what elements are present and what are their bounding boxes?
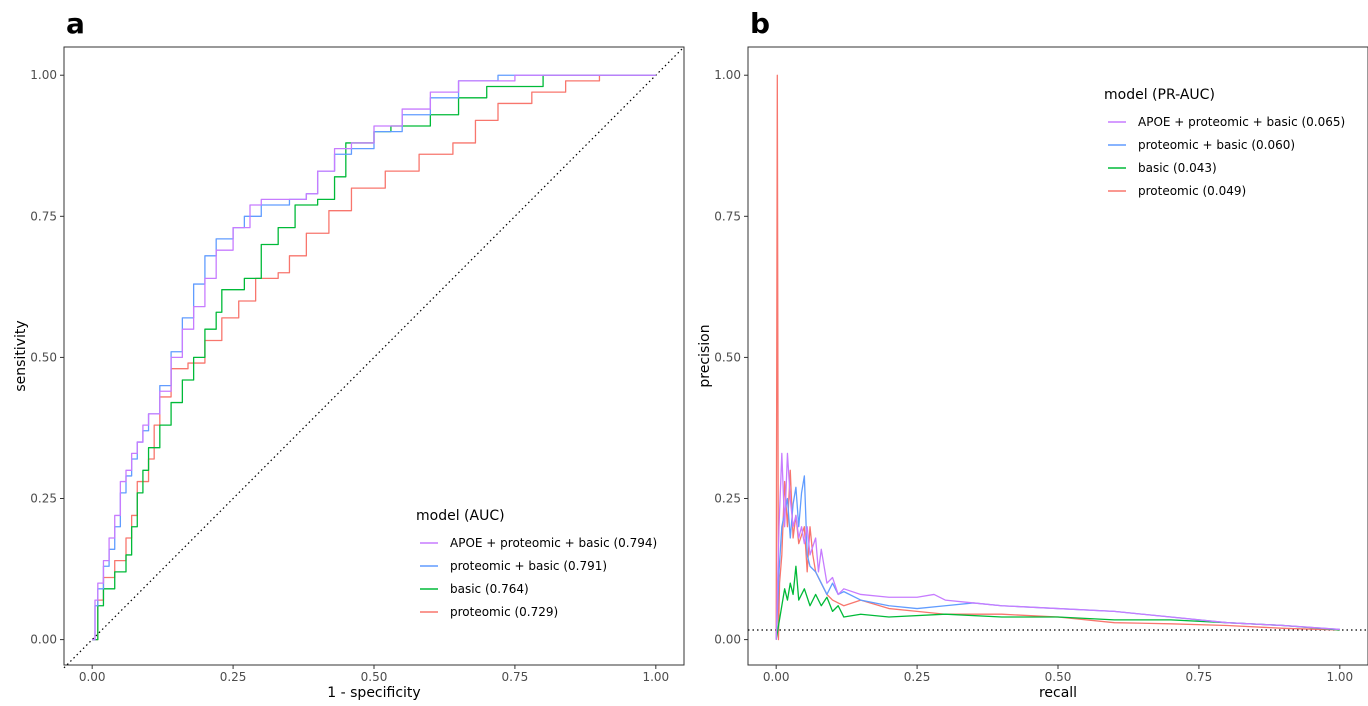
panel-b-y-ticks: 0.00 0.25 0.50 0.75 1.00 bbox=[714, 68, 748, 647]
panel-a-roc-chart: a 0.00 0.25 0.50 0.75 1.00 0.00 0.25 0.50 0.75 1… bbox=[13, 7, 685, 701]
panel-b-x-tick-label: 0.25 bbox=[904, 670, 931, 684]
panel-a-y-tick-label: 0.25 bbox=[30, 492, 57, 506]
panel-b-x-axis-title: recall bbox=[1039, 685, 1077, 701]
panel-a-x-ticks: 0.00 0.25 0.50 0.75 1.00 bbox=[79, 665, 669, 684]
panel-a-legend-label-3: proteomic (0.729) bbox=[450, 605, 558, 619]
panel-a-x-tick-label: 1.00 bbox=[642, 670, 669, 684]
panel-a-y-tick-label: 0.00 bbox=[30, 633, 57, 647]
panel-b-pr-chart: b 0.00 0.25 0.50 0.75 1.00 0.00 0.25 0.50 0.75 1… bbox=[697, 7, 1368, 701]
panel-b-legend-label-3: proteomic (0.049) bbox=[1138, 184, 1246, 198]
panel-b-y-tick-label: 0.25 bbox=[714, 492, 741, 506]
panel-a-series-line-2 bbox=[92, 74, 656, 641]
panel-a-x-tick-label: 0.25 bbox=[220, 670, 247, 684]
panel-a-x-tick-label: 0.00 bbox=[79, 670, 106, 684]
panel-a-legend: model (AUC) APOE + proteomic + basic (0.… bbox=[416, 508, 657, 619]
panel-a-legend-label-0: APOE + proteomic + basic (0.794) bbox=[450, 536, 657, 550]
panel-a-legend-title: model (AUC) bbox=[416, 508, 505, 524]
panel-b-legend-title: model (PR-AUC) bbox=[1104, 87, 1215, 103]
panel-b-legend-label-2: basic (0.043) bbox=[1138, 161, 1217, 175]
panel-b-x-tick-label: 0.50 bbox=[1045, 670, 1072, 684]
panel-a-series-line-0 bbox=[92, 74, 656, 641]
panel-b-y-tick-label: 0.00 bbox=[714, 633, 741, 647]
panel-a-x-tick-label: 0.75 bbox=[502, 670, 529, 684]
panel-a-y-ticks: 0.00 0.25 0.50 0.75 1.00 bbox=[30, 68, 64, 647]
panel-a-plot-frame bbox=[63, 46, 685, 666]
panel-a-y-tick-label: 0.75 bbox=[30, 209, 57, 223]
panel-b-y-tick-label: 0.50 bbox=[714, 350, 741, 364]
panel-b-plot-frame bbox=[747, 46, 1368, 666]
panel-a-letter: a bbox=[66, 7, 85, 40]
panel-a-legend-label-2: basic (0.764) bbox=[450, 582, 529, 596]
panel-b-y-tick-label: 1.00 bbox=[714, 68, 741, 82]
panel-a-y-tick-label: 1.00 bbox=[30, 68, 57, 82]
panel-a-y-axis-title: sensitivity bbox=[13, 320, 29, 391]
panel-b-x-tick-label: 0.00 bbox=[763, 670, 790, 684]
panel-b-letter: b bbox=[750, 7, 770, 40]
panel-b-x-tick-label: 0.75 bbox=[1186, 670, 1213, 684]
panel-b-legend-label-0: APOE + proteomic + basic (0.065) bbox=[1138, 115, 1345, 129]
panel-b-x-ticks: 0.00 0.25 0.50 0.75 1.00 bbox=[763, 665, 1353, 684]
panel-a-x-tick-label: 0.50 bbox=[361, 670, 388, 684]
panel-a-legend-label-1: proteomic + basic (0.791) bbox=[450, 559, 607, 573]
panel-b-y-axis-title: precision bbox=[697, 324, 713, 387]
panel-a-series-group bbox=[92, 74, 656, 641]
panel-b-series-line-0 bbox=[775, 452, 1340, 640]
panel-b-series-group bbox=[775, 74, 1340, 641]
panel-b-x-tick-label: 1.00 bbox=[1326, 670, 1353, 684]
panel-a-x-axis-title: 1 - specificity bbox=[327, 685, 420, 701]
panel-b-series-line-2 bbox=[775, 565, 1340, 640]
panel-b-y-tick-label: 0.75 bbox=[714, 209, 741, 223]
panel-b-legend: model (PR-AUC) APOE + proteomic + basic … bbox=[1104, 87, 1345, 198]
panel-b-legend-label-1: proteomic + basic (0.060) bbox=[1138, 138, 1295, 152]
panel-a-y-tick-label: 0.50 bbox=[30, 350, 57, 364]
